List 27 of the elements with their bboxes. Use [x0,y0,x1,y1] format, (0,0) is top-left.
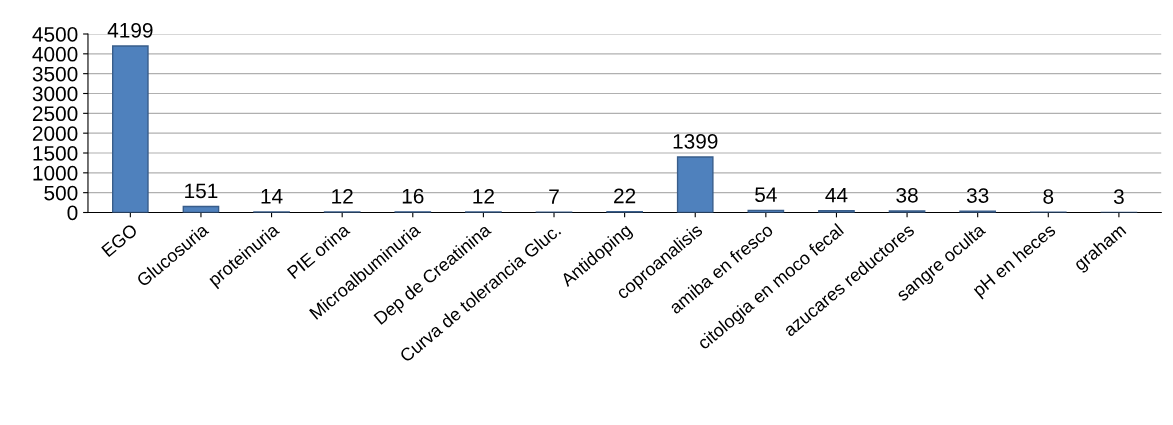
data-label: 12 [473,188,494,204]
data-label: 8 [1043,189,1054,204]
data-label: 7 [549,189,559,204]
y-tick-label: 3500 [32,66,78,82]
bar [676,156,714,213]
y-tick-label: 500 [44,185,78,201]
y-tick-label: 2000 [32,126,78,141]
y-tick-label: 1500 [33,146,78,161]
data-label: 33 [966,188,989,203]
data-label: 1399 [673,133,718,149]
data-label: 12 [332,188,353,204]
data-label: 16 [402,188,424,204]
data-label: 38 [896,187,918,203]
y-tick-label: 3000 [32,86,78,102]
data-label: 4199 [107,22,153,38]
data-label: 14 [261,189,283,204]
data-label: 3 [1113,189,1124,205]
y-tick-label: 1000 [33,165,78,181]
y-tick-label: 4000 [32,46,78,62]
y-tick-label: 0 [67,205,78,221]
data-label: 22 [614,188,636,204]
bar [111,45,149,213]
y-tick-label: 4500 [32,27,78,42]
data-label: 54 [755,187,777,203]
data-label: 151 [185,183,218,199]
y-tick-label: 2500 [32,106,78,122]
data-label: 44 [825,187,848,203]
